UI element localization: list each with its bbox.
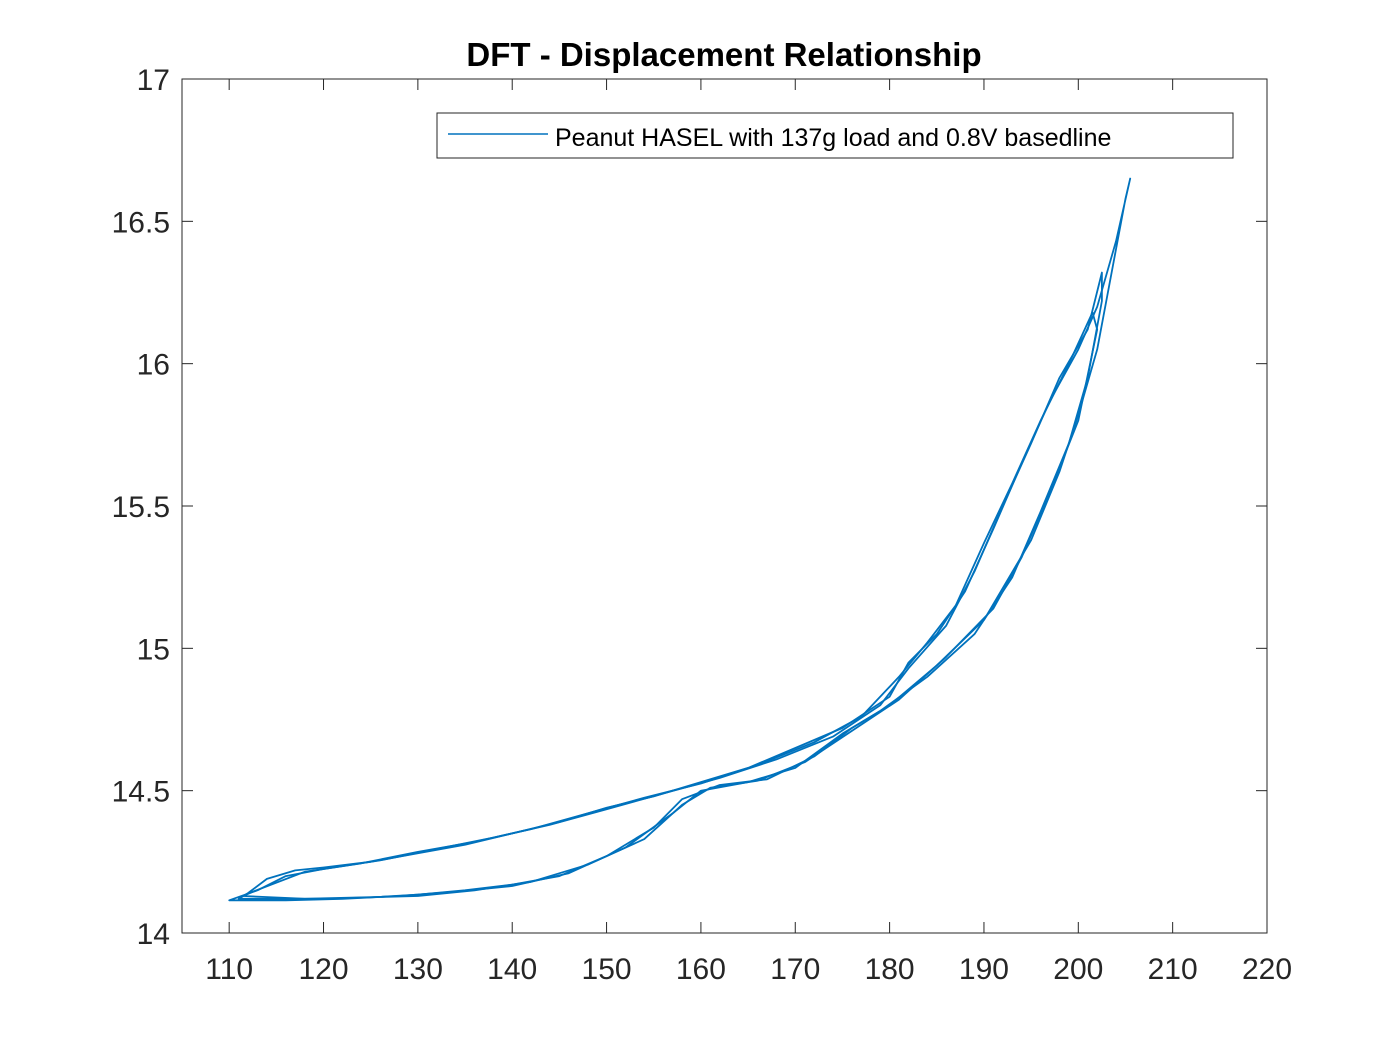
- legend-box: [436, 112, 1234, 159]
- y-tick-label: 15: [137, 633, 170, 666]
- x-tick-label: 150: [582, 953, 632, 986]
- x-tick-label: 180: [865, 953, 915, 986]
- y-tick-label: 17: [137, 64, 170, 97]
- plot-background: [182, 79, 1267, 933]
- chart-title: DFT - Displacement Relationship: [466, 36, 981, 73]
- y-tick-label: 16: [137, 349, 170, 382]
- x-tick-label: 120: [298, 953, 348, 986]
- x-tick-label: 130: [393, 953, 443, 986]
- x-tick-label: 220: [1242, 953, 1292, 986]
- x-tick-label: 170: [770, 953, 820, 986]
- x-tick-label: 110: [205, 953, 253, 986]
- plot-frame: [181, 78, 1268, 934]
- y-tick-label: 14: [137, 918, 170, 951]
- x-tick-label: 190: [959, 953, 1009, 986]
- legend-label: Peanut HASEL with 137g load and 0.8V bas…: [555, 124, 1111, 152]
- x-tick-label: 200: [1053, 953, 1103, 986]
- y-tick-label: 15.5: [112, 491, 170, 524]
- series-line: [242, 311, 1099, 900]
- series-line: [228, 271, 1103, 902]
- x-tick-label: 160: [676, 953, 726, 986]
- y-tick-label: 14.5: [112, 776, 170, 809]
- ticks-layer: 110 120 130 140 150 160 170 180 190 200 210 220 14 14…: [112, 64, 1292, 986]
- y-tick-label: 16.5: [112, 206, 170, 239]
- x-tick-label: 210: [1148, 953, 1198, 986]
- x-tick-label: 140: [487, 953, 537, 986]
- legend: Peanut HASEL with 137g load and 0.8V bas…: [436, 112, 1234, 159]
- series-layer: [228, 177, 1132, 902]
